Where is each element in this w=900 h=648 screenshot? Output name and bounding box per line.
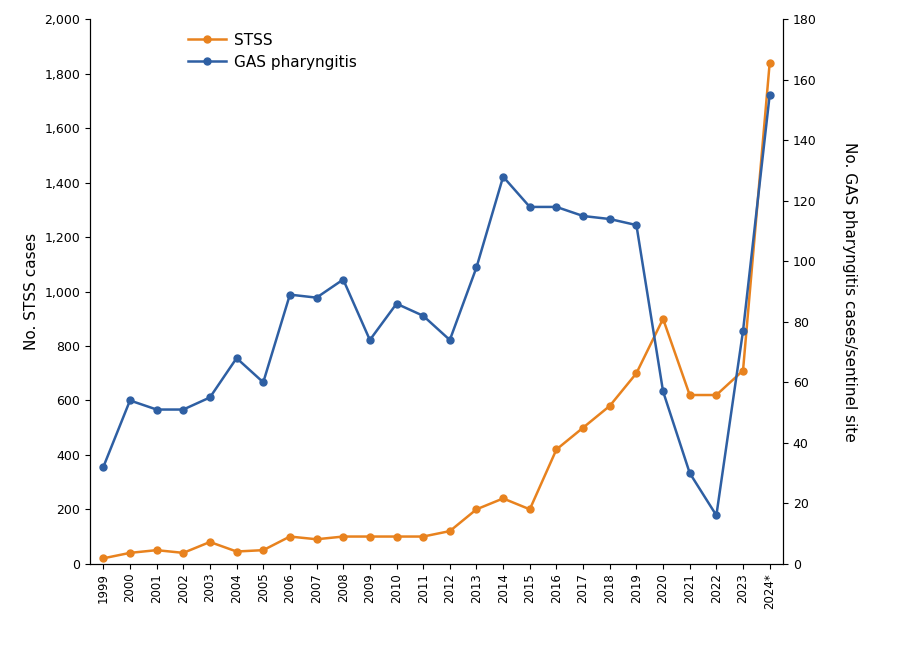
GAS pharyngitis [364,336,375,344]
STSS [684,391,695,399]
STSS [764,59,775,67]
GAS pharyngitis [445,336,455,344]
GAS pharyngitis [684,469,695,477]
STSS [231,548,242,555]
STSS [711,391,722,399]
STSS [178,549,189,557]
GAS pharyngitis [498,173,508,181]
STSS [551,446,562,454]
STSS [445,527,455,535]
GAS pharyngitis [284,291,295,299]
STSS [525,505,535,513]
Line: STSS: STSS [100,60,773,562]
GAS pharyngitis [764,91,775,99]
STSS [258,546,269,554]
GAS pharyngitis [178,406,189,413]
GAS pharyngitis [338,275,348,283]
STSS [498,494,508,502]
Legend: STSS, GAS pharyngitis: STSS, GAS pharyngitis [188,32,356,70]
STSS [364,533,375,540]
GAS pharyngitis [151,406,162,413]
GAS pharyngitis [551,203,562,211]
STSS [204,538,215,546]
GAS pharyngitis [124,397,135,404]
GAS pharyngitis [711,511,722,519]
GAS pharyngitis [578,212,589,220]
STSS [658,315,669,323]
GAS pharyngitis [605,215,616,223]
STSS [418,533,428,540]
STSS [124,549,135,557]
Line: GAS pharyngitis: GAS pharyngitis [100,91,773,519]
Y-axis label: No. GAS pharyngitis cases/sentinel site: No. GAS pharyngitis cases/sentinel site [842,142,857,441]
STSS [605,402,616,410]
GAS pharyngitis [204,393,215,401]
GAS pharyngitis [525,203,535,211]
GAS pharyngitis [658,388,669,395]
GAS pharyngitis [98,463,109,471]
STSS [578,424,589,432]
STSS [151,546,162,554]
GAS pharyngitis [311,294,322,301]
GAS pharyngitis [231,354,242,362]
STSS [631,369,642,377]
GAS pharyngitis [471,264,482,272]
GAS pharyngitis [258,378,269,386]
STSS [471,505,482,513]
STSS [392,533,402,540]
STSS [738,367,749,375]
GAS pharyngitis [631,221,642,229]
STSS [98,555,109,562]
GAS pharyngitis [738,327,749,335]
STSS [311,535,322,543]
Y-axis label: No. STSS cases: No. STSS cases [23,233,39,350]
STSS [284,533,295,540]
GAS pharyngitis [392,300,402,308]
STSS [338,533,348,540]
GAS pharyngitis [418,312,428,319]
